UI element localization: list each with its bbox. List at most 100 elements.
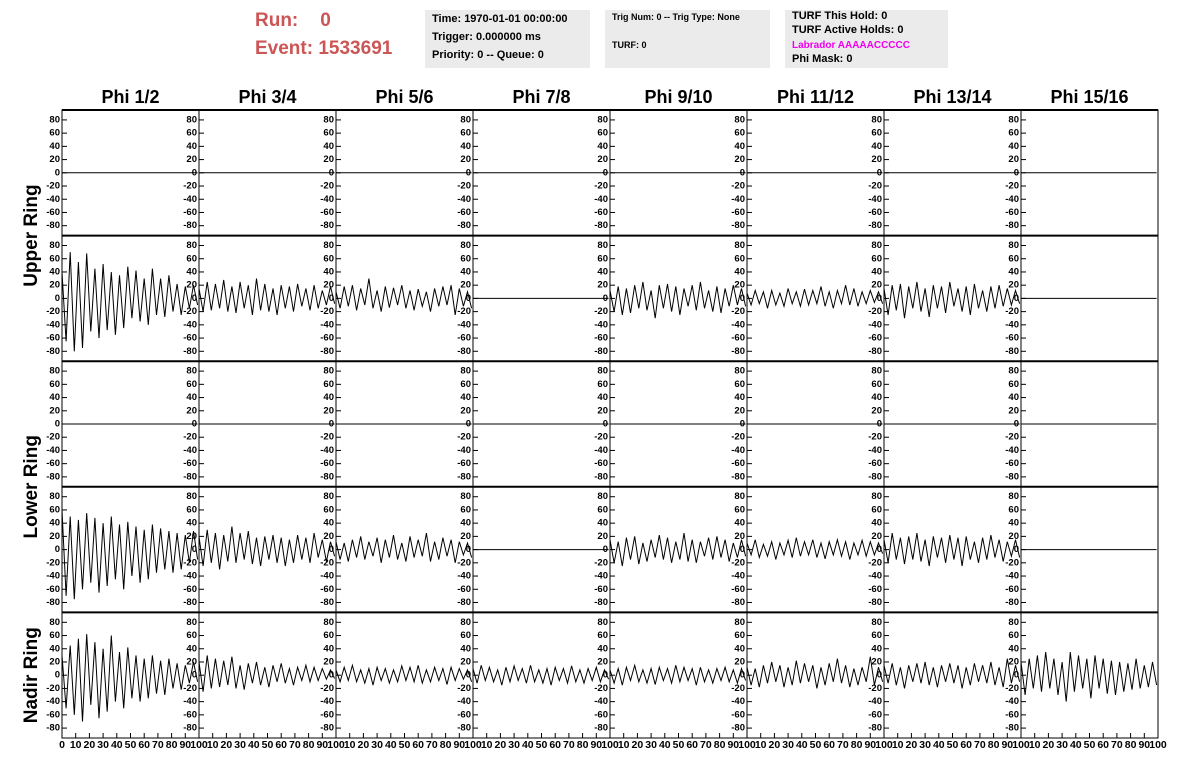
- y-tick-label: -40: [320, 696, 334, 707]
- x-tick-label: 60: [275, 739, 287, 751]
- y-tick-label: 0: [740, 419, 745, 430]
- y-tick-label: 0: [740, 670, 745, 681]
- y-tick-label: 0: [1014, 544, 1019, 555]
- y-tick-label: -40: [1005, 319, 1019, 330]
- y-tick-label: -60: [183, 458, 197, 469]
- y-tick-label: -80: [46, 471, 60, 482]
- y-tick-label: -20: [1005, 181, 1019, 192]
- y-tick-label: 20: [323, 154, 334, 165]
- y-tick-label: 40: [871, 266, 882, 277]
- y-tick-label: -40: [320, 571, 334, 582]
- y-tick-label: 0: [1014, 670, 1019, 681]
- x-tick-label: 90: [1001, 739, 1013, 751]
- y-tick-label: 20: [49, 405, 60, 416]
- y-tick-label: 60: [734, 379, 745, 390]
- y-tick-label: 60: [597, 253, 608, 264]
- x-tick-label: 60: [686, 739, 698, 751]
- y-tick-label: -60: [457, 584, 471, 595]
- x-tick-label: 70: [1111, 739, 1123, 751]
- y-tick-label: 80: [460, 114, 471, 125]
- x-tick-label: 60: [823, 739, 835, 751]
- y-tick-label: 80: [734, 617, 745, 628]
- panel-frame: [609, 235, 748, 362]
- y-tick-label: -60: [1005, 458, 1019, 469]
- y-tick-label: 40: [597, 643, 608, 654]
- y-tick-label: -80: [457, 346, 471, 357]
- y-tick-label: -60: [46, 709, 60, 720]
- y-tick-label: 40: [1008, 643, 1019, 654]
- y-tick-label: 80: [1008, 491, 1019, 502]
- x-tick-label: 10: [207, 739, 219, 751]
- x-tick-label: 50: [125, 739, 137, 751]
- x-tick-label: 100: [190, 739, 208, 751]
- y-tick-label: 40: [323, 141, 334, 152]
- turf-box: TURF This Hold: 0 TURF Active Holds: 0 L…: [785, 10, 948, 68]
- y-tick-label: 20: [186, 405, 197, 416]
- y-tick-label: 80: [1008, 617, 1019, 628]
- y-tick-label: 60: [460, 253, 471, 264]
- y-tick-label: -40: [731, 571, 745, 582]
- column-title: Phi 13/14: [913, 87, 991, 107]
- x-tick-label: 30: [645, 739, 657, 751]
- x-tick-label: 70: [974, 739, 986, 751]
- y-tick-label: -40: [46, 194, 60, 205]
- panel-frame: [198, 235, 337, 362]
- y-tick-label: 60: [49, 128, 60, 139]
- y-tick-label: 40: [1008, 266, 1019, 277]
- column-title: Phi 1/2: [101, 87, 159, 107]
- y-tick-label: 40: [734, 643, 745, 654]
- x-tick-label: 30: [508, 739, 520, 751]
- y-tick-label: -60: [868, 709, 882, 720]
- y-tick-label: -80: [183, 723, 197, 734]
- y-tick-label: -80: [1005, 723, 1019, 734]
- x-tick-label: 60: [549, 739, 561, 751]
- y-tick-label: -60: [731, 584, 745, 595]
- y-tick-label: 20: [460, 154, 471, 165]
- y-tick-label: -40: [594, 696, 608, 707]
- y-tick-label: 40: [460, 643, 471, 654]
- x-tick-label: 20: [632, 739, 644, 751]
- y-tick-label: 20: [460, 531, 471, 542]
- x-tick-label: 20: [358, 739, 370, 751]
- y-tick-label: -20: [457, 306, 471, 317]
- x-tick-label: 40: [111, 739, 123, 751]
- y-tick-label: 60: [597, 128, 608, 139]
- y-tick-label: 20: [186, 154, 197, 165]
- y-tick-label: 80: [734, 114, 745, 125]
- y-tick-label: 0: [192, 167, 197, 178]
- y-tick-label: 80: [49, 114, 60, 125]
- y-tick-label: -20: [731, 432, 745, 443]
- waveform: [198, 655, 336, 692]
- y-tick-label: 0: [740, 544, 745, 555]
- y-tick-label: -40: [868, 445, 882, 456]
- y-tick-label: 0: [603, 670, 608, 681]
- y-tick-label: 60: [323, 504, 334, 515]
- y-tick-label: -80: [46, 346, 60, 357]
- y-tick-label: 40: [1008, 392, 1019, 403]
- y-tick-label: -80: [731, 220, 745, 231]
- y-tick-label: 0: [1014, 293, 1019, 304]
- y-tick-label: 20: [597, 405, 608, 416]
- y-tick-label: 60: [186, 379, 197, 390]
- y-tick-label: -80: [1005, 220, 1019, 231]
- y-tick-label: 80: [49, 491, 60, 502]
- x-tick-label: 30: [782, 739, 794, 751]
- panel-frame: [1020, 611, 1159, 739]
- y-tick-label: -60: [46, 458, 60, 469]
- x-tick-label: 80: [577, 739, 589, 751]
- y-tick-label: -20: [1005, 306, 1019, 317]
- y-tick-label: 20: [1008, 531, 1019, 542]
- y-tick-label: -20: [457, 557, 471, 568]
- x-tick-label: 60: [412, 739, 424, 751]
- y-tick-label: 20: [871, 531, 882, 542]
- y-tick-label: 20: [1008, 656, 1019, 667]
- y-tick-label: -20: [731, 306, 745, 317]
- x-tick-label: 80: [851, 739, 863, 751]
- y-tick-label: 0: [740, 293, 745, 304]
- run-label: Run:: [255, 10, 299, 31]
- y-tick-label: -20: [1005, 432, 1019, 443]
- y-tick-label: 60: [186, 504, 197, 515]
- x-tick-label: 70: [426, 739, 438, 751]
- y-tick-label: 80: [49, 617, 60, 628]
- y-tick-label: -20: [457, 181, 471, 192]
